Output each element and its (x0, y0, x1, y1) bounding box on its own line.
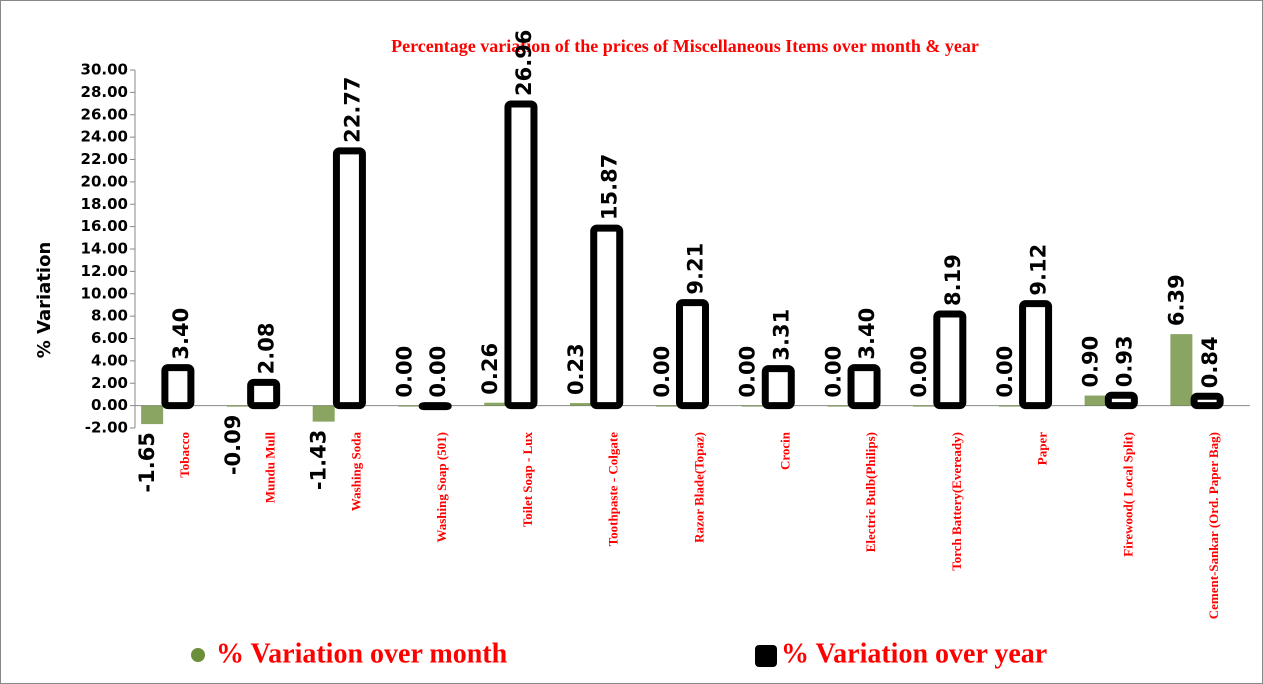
bar (655, 405, 678, 407)
bar (418, 402, 452, 411)
y-tick-label: 8.00 (91, 307, 128, 325)
y-tick-label: 0.00 (91, 396, 128, 414)
value-label: 0.26 (478, 343, 502, 395)
x-tick-label: Razor Blade(Topaz) (691, 432, 706, 543)
y-tick-label: 26.00 (81, 105, 128, 123)
bar (247, 378, 281, 410)
value-label: 0.00 (426, 346, 450, 398)
bar (226, 405, 249, 407)
y-tick-label: 22.00 (81, 150, 128, 168)
value-label: -1.43 (307, 430, 331, 491)
bar (398, 405, 421, 407)
legend-marker (755, 645, 777, 667)
value-label: 22.77 (340, 76, 364, 142)
bar (1019, 300, 1053, 410)
value-label: 26.96 (512, 30, 536, 96)
value-label: 0.84 (1198, 336, 1222, 388)
y-tick-label: 4.00 (91, 351, 128, 369)
legend-marker (191, 648, 205, 662)
bar (741, 405, 764, 407)
x-tick-label: Washing Soap (501) (434, 432, 449, 543)
bar (1190, 392, 1224, 410)
bar (761, 365, 795, 410)
y-tick-label: 24.00 (81, 128, 128, 146)
bar (161, 364, 195, 410)
value-label: 0.00 (392, 346, 416, 398)
bar (847, 364, 881, 410)
value-label: 0.23 (564, 343, 588, 395)
x-tick-label: Washing Soda (348, 432, 363, 512)
bar (141, 405, 164, 425)
value-label: 2.08 (255, 323, 279, 375)
value-label: -1.65 (135, 432, 159, 493)
value-label: 0.00 (907, 346, 931, 398)
bar (913, 405, 936, 407)
bar (1104, 391, 1138, 410)
value-label: 15.87 (598, 154, 622, 220)
y-tick-label: 20.00 (81, 172, 128, 190)
bar (504, 100, 538, 410)
x-tick-label: Electric Bulb(Philips) (863, 432, 878, 552)
value-label: 0.00 (821, 346, 845, 398)
x-tick-label: Toilet Soap - Lux (520, 432, 535, 528)
bar (312, 405, 335, 422)
bar (1170, 334, 1193, 406)
value-label: 0.00 (736, 346, 760, 398)
x-tick-label: Cement-Sankar (Ord. Paper Bag) (1206, 432, 1221, 619)
x-tick-label: Torch Battery(Eveready) (949, 432, 964, 571)
bar (676, 299, 709, 410)
value-label: 0.00 (993, 346, 1017, 398)
x-tick-label: Crocin (777, 431, 792, 470)
value-label: -0.09 (221, 415, 245, 476)
legend-label: % Variation over month (216, 638, 508, 669)
y-tick-label: -2.00 (85, 419, 128, 437)
y-tick-label: 14.00 (81, 240, 128, 258)
value-label: 3.31 (769, 309, 793, 361)
x-tick-label: Firewood( Local Split) (1120, 432, 1135, 557)
value-label: 3.40 (169, 308, 193, 360)
value-label: 9.21 (684, 243, 708, 295)
y-tick-label: 28.00 (81, 83, 128, 101)
y-tick-label: 18.00 (81, 195, 128, 213)
chart-title: Percentage variation of the prices of Mi… (391, 36, 979, 56)
value-label: 9.12 (1027, 244, 1051, 296)
x-tick-label: Paper (1035, 432, 1050, 465)
bar (1084, 395, 1107, 406)
y-tick-label: 30.00 (81, 61, 128, 79)
value-label: 8.19 (941, 254, 965, 306)
bar (332, 147, 366, 410)
x-tick-label: Tobacco (177, 432, 192, 478)
y-tick-label: 12.00 (81, 262, 128, 280)
value-label: 3.40 (855, 308, 879, 360)
x-tick-label: Toothpaste - Colgate (606, 432, 621, 547)
bar (998, 405, 1021, 407)
y-tick-label: 6.00 (91, 329, 128, 347)
bar (484, 402, 507, 406)
bar (933, 310, 967, 410)
value-label: 0.93 (1112, 335, 1136, 387)
value-label: 0.90 (1079, 336, 1103, 388)
y-axis-title: % Variation (34, 242, 55, 359)
y-tick-label: 16.00 (81, 217, 128, 235)
value-label: 0.00 (650, 346, 674, 398)
y-tick-label: 2.00 (91, 374, 128, 392)
y-tick-label: 10.00 (81, 284, 128, 302)
value-label: 6.39 (1164, 274, 1188, 326)
legend-label: % Variation over year (781, 638, 1047, 669)
bar (827, 405, 850, 407)
bar (590, 224, 624, 410)
bar (570, 403, 592, 406)
x-tick-label: Mundu Mull (263, 432, 278, 504)
